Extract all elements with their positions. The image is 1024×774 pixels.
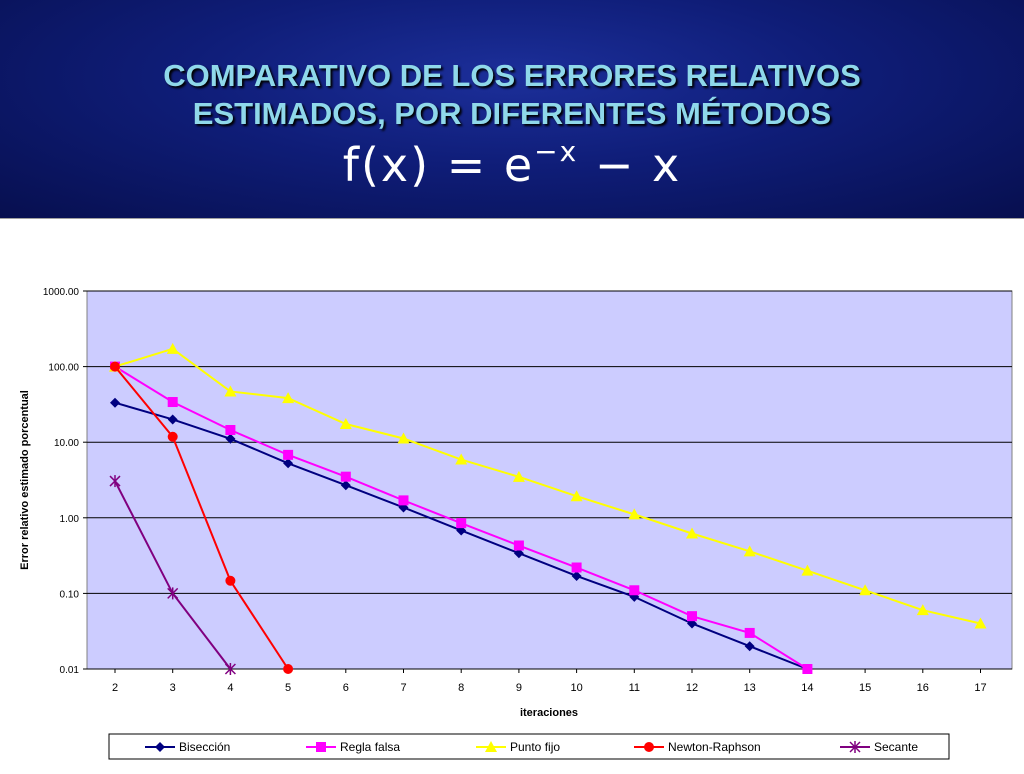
data-point-biseccion [167, 414, 178, 425]
y-tick-label: 1000.00 [43, 287, 80, 298]
data-point-punto-fijo [455, 453, 468, 465]
legend-marker-newton-raphson [644, 742, 654, 752]
x-tick-label: 12 [686, 682, 698, 694]
y-axis-label: Error relativo estimado porcentual [19, 390, 31, 570]
data-point-biseccion [340, 480, 351, 491]
data-point-regla-falsa [283, 449, 294, 460]
legend: Bisección Regla falsa Punto fijo Newton-Rap… [145, 740, 918, 754]
data-point-biseccion [513, 548, 524, 559]
formula-exponent: −x [534, 134, 579, 168]
error-chart: 1000.00 100.00 10.00 1.00 0.10 0.01 2 3 4 5 6 7 8 9 1… [19, 287, 1013, 760]
data-point-punto-fijo [628, 508, 641, 520]
x-tick-label: 5 [285, 682, 291, 694]
data-point-regla-falsa [571, 562, 582, 573]
x-tick-label: 11 [629, 682, 640, 694]
data-point-punto-fijo [686, 527, 698, 539]
data-point-punto-fijo [859, 584, 872, 596]
legend-label-newton-raphson: Newton-Raphson [668, 740, 761, 754]
x-axis-label: iteraciones [520, 707, 578, 719]
x-tick-label: 15 [859, 682, 871, 694]
data-point-regla-falsa [744, 627, 755, 638]
data-point-regla-falsa [687, 611, 697, 622]
y-tick-label: 100.00 [48, 363, 79, 374]
slide-header: COMPARATIVO DE LOS ERRORES RELATIVOS EST… [0, 0, 1024, 218]
x-tick-label: 7 [400, 682, 406, 694]
legend-label-regla-falsa: Regla falsa [340, 740, 400, 754]
formula: f(x) = e−x − x [0, 134, 1024, 192]
data-point-biseccion [110, 397, 120, 408]
data-point-biseccion [744, 641, 755, 652]
plot-area [86, 290, 1013, 670]
data-point-punto-fijo [916, 604, 929, 616]
data-point-regla-falsa [513, 540, 524, 551]
data-point-newton-raphson [225, 575, 236, 586]
x-tick-label: 14 [801, 682, 813, 694]
data-point-punto-fijo [570, 490, 583, 502]
x-tick-label: 3 [170, 682, 176, 694]
y-tick-label: 1.00 [60, 514, 80, 525]
data-point-punto-fijo [166, 342, 179, 354]
data-point-secante [109, 475, 121, 488]
data-point-punto-fijo [801, 564, 814, 576]
data-point-punto-fijo [282, 392, 295, 404]
x-tick-label: 13 [744, 682, 756, 694]
legend-box [108, 733, 950, 760]
data-point-newton-raphson [110, 361, 120, 372]
data-point-regla-falsa [398, 495, 409, 506]
y-tick-label: 10.00 [54, 438, 79, 449]
legend-label-secante: Secante [874, 740, 918, 754]
x-tick-label: 6 [343, 682, 349, 694]
data-point-newton-raphson [283, 664, 294, 674]
data-point-punto-fijo [397, 432, 410, 444]
data-point-punto-fijo [974, 617, 987, 629]
formula-tail: − x [578, 138, 682, 192]
data-point-secante [167, 587, 179, 600]
x-tick-label: 9 [516, 682, 522, 694]
legend-marker-punto-fijo [485, 741, 497, 752]
data-point-punto-fijo [224, 385, 237, 397]
series-line-punto-fijo [114, 347, 981, 625]
x-tick-label: 2 [112, 682, 118, 694]
legend-label-biseccion: Bisección [179, 740, 230, 754]
slide-title-line-2: ESTIMADOS, POR DIFERENTES MÉTODOS [192, 96, 832, 131]
series-line-newton-raphson [114, 365, 289, 670]
x-tick-label: 16 [917, 682, 929, 694]
formula-base: f(x) = e [342, 138, 535, 192]
x-tick-label: 8 [458, 682, 464, 694]
legend-marker-secante [849, 741, 861, 753]
y-tick-label: 0.01 [60, 665, 80, 676]
chart-area: 1000.00 100.00 10.00 1.00 0.10 0.01 2 3 4 5 6 7 8 9 1… [0, 218, 1024, 769]
data-point-regla-falsa [456, 518, 467, 529]
data-point-newton-raphson [167, 431, 178, 442]
data-point-regla-falsa [167, 397, 178, 408]
slide-title-line-1: COMPARATIVO DE LOS ERRORES RELATIVOS [163, 58, 861, 93]
data-point-secante [224, 663, 236, 675]
data-point-regla-falsa [225, 425, 236, 436]
data-point-biseccion [283, 458, 294, 469]
data-point-punto-fijo [743, 545, 756, 557]
y-tick-label: 0.10 [60, 589, 80, 600]
x-tick-label: 10 [570, 682, 582, 694]
data-point-punto-fijo [339, 418, 352, 430]
data-point-biseccion [225, 433, 236, 444]
data-point-regla-falsa [802, 664, 813, 674]
data-point-punto-fijo [512, 470, 525, 482]
x-tick-label: 4 [227, 682, 233, 694]
data-point-biseccion [571, 570, 582, 581]
data-point-regla-falsa [629, 585, 640, 596]
legend-marker-biseccion [155, 742, 165, 752]
legend-marker-regla-falsa [316, 742, 326, 752]
data-point-regla-falsa [340, 471, 351, 482]
x-tick-label: 17 [974, 682, 986, 694]
legend-label-punto-fijo: Punto fijo [510, 740, 560, 754]
